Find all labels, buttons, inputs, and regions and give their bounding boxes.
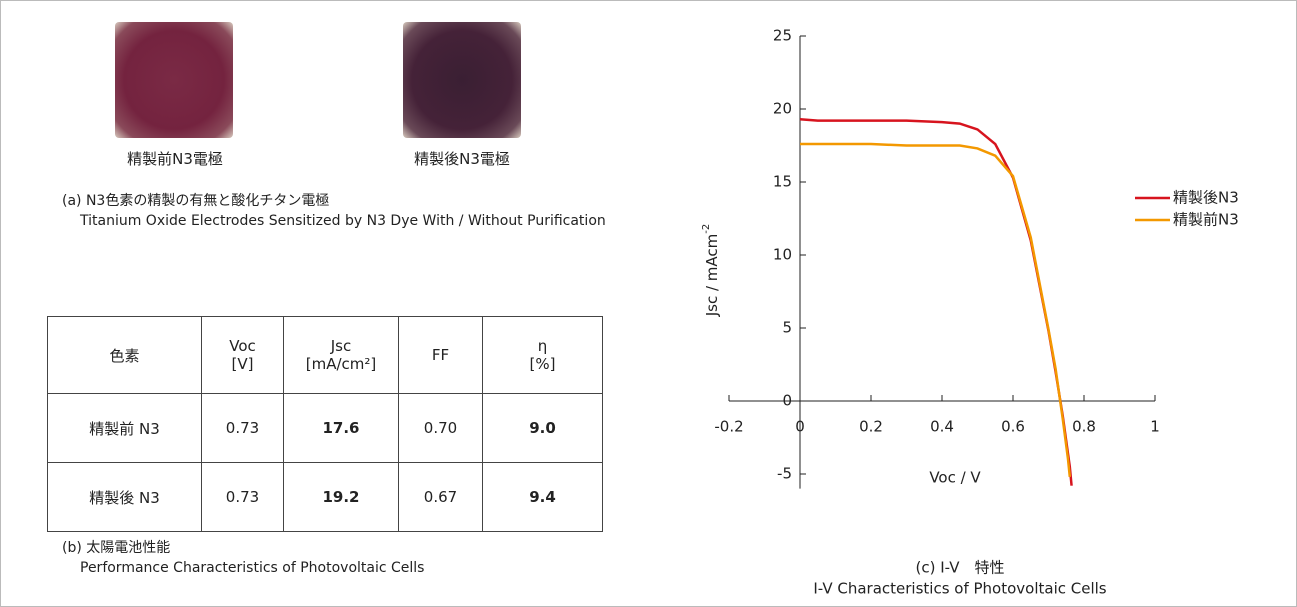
y-axis-title: Jsc / mAcm-2 <box>701 224 721 318</box>
x-axis-title: Voc / V <box>929 469 981 487</box>
y-tick-label: 10 <box>773 246 792 264</box>
page: 精製前N3電極 精製後N3電極 (a) N3色素の精製の有無と酸化チタン電極 T… <box>0 0 1297 607</box>
y-tick-label: 15 <box>773 173 792 191</box>
y-tick-label: -5 <box>777 465 792 483</box>
x-tick-label: -0.2 <box>714 418 743 436</box>
legend-label: 精製前N3 <box>1173 211 1239 229</box>
chart: (c) I-V 特性 I-V Characteristics of Photov… <box>0 0 1297 607</box>
caption-english: I-V Characteristics of Photovoltaic Cell… <box>813 580 1106 598</box>
legend-label: 精製後N3 <box>1173 189 1239 207</box>
y-tick-label: 20 <box>773 100 792 118</box>
x-tick-label: 0.6 <box>1001 418 1025 436</box>
x-tick-label: 1 <box>1150 418 1160 436</box>
x-tick-label: 0.4 <box>930 418 954 436</box>
y-tick-label: 25 <box>773 27 792 45</box>
y-axis-title-text: Jsc / mAcm <box>703 234 721 318</box>
caption-label: (c) I-V 特性 <box>916 559 1005 577</box>
x-tick-label: 0.2 <box>859 418 883 436</box>
y-tick-label: 0 <box>782 392 792 410</box>
y-tick-label: 5 <box>782 319 792 337</box>
x-tick-label: 0 <box>795 418 805 436</box>
y-axis-title-sup: -2 <box>701 224 712 234</box>
x-tick-label: 0.8 <box>1072 418 1096 436</box>
